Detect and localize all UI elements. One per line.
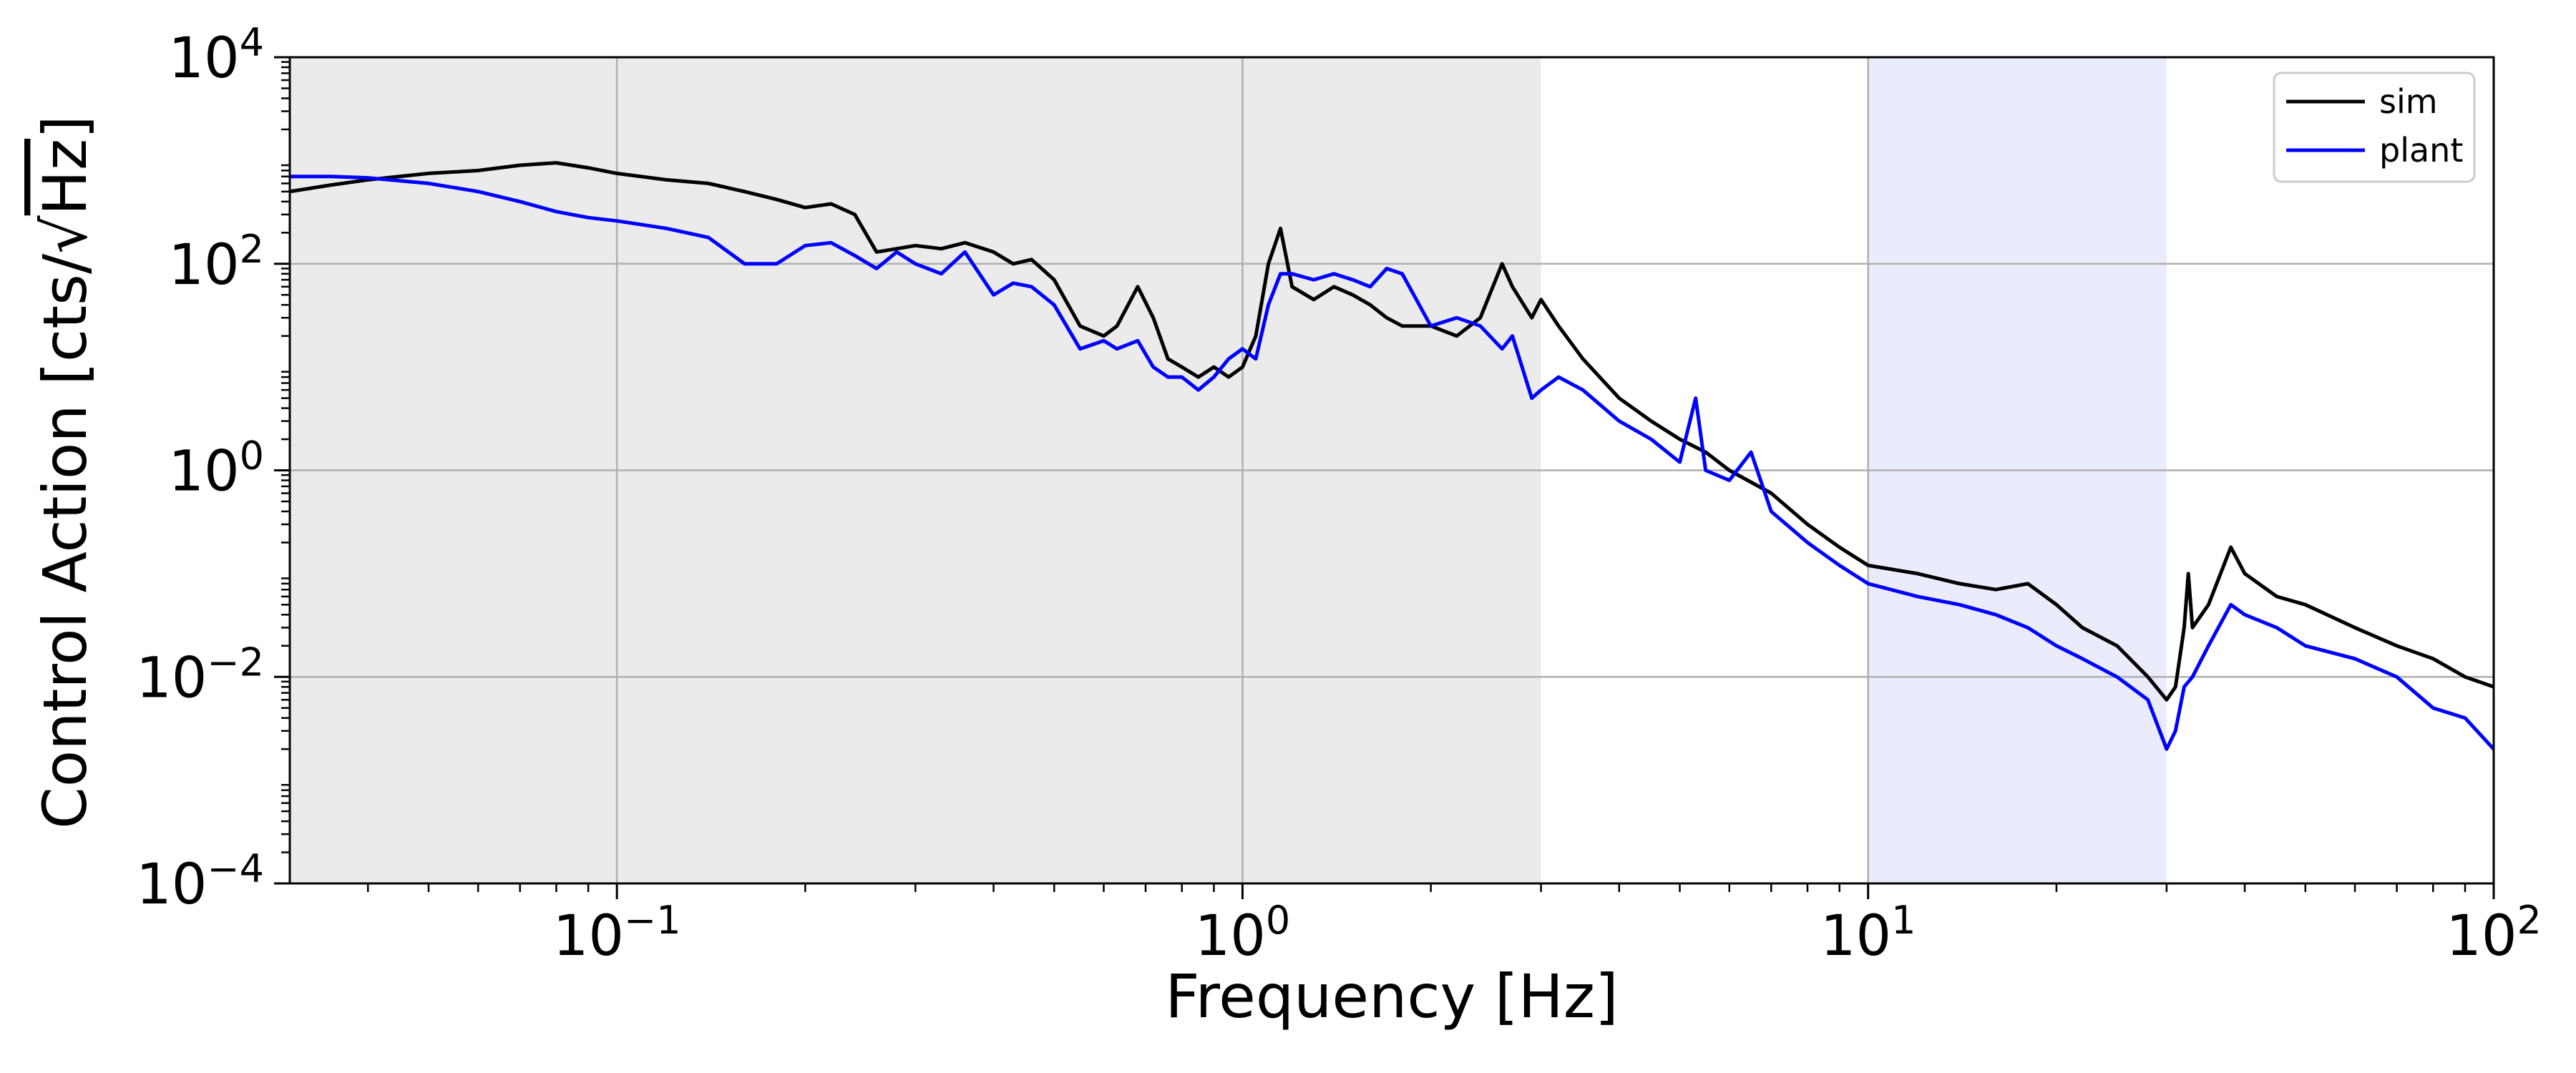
x-tick-label-1: 100 <box>1195 898 1291 969</box>
legend: sim plant <box>2273 72 2476 183</box>
y-axis-label-suffix: ] <box>30 115 100 139</box>
legend-label-sim: sim <box>2379 82 2438 121</box>
legend-label-plant: plant <box>2379 131 2463 170</box>
y-axis-label-radicand: Hz <box>30 139 100 215</box>
series-lines <box>290 161 2494 751</box>
y-tick-label-1: 10−2 <box>136 640 264 710</box>
x-tick-label-0: 10−1 <box>553 898 681 969</box>
x-tick-label-3: 102 <box>2446 898 2542 969</box>
y-axis-ticks: 10−4 10−2 100 102 104 <box>136 20 290 917</box>
y-tick-label-3: 102 <box>168 227 264 298</box>
y-axis-label: Control Action [cts/√Hz] <box>30 115 100 829</box>
y-axis-label-sqrt: √ <box>30 215 100 254</box>
x-axis-label: Frequency [Hz] <box>1165 961 1618 1032</box>
x-axis-ticks: 10−1 100 101 102 <box>366 883 2542 969</box>
y-tick-label-4: 104 <box>168 20 264 91</box>
series-line-plant <box>290 175 2494 751</box>
x-tick-label-2: 101 <box>1820 898 1916 969</box>
y-tick-label-2: 100 <box>168 433 264 504</box>
y-axis-label-prefix: Control Action [cts/ <box>30 253 100 829</box>
y-axis-label-group: Control Action [cts/√Hz] <box>30 115 100 829</box>
y-tick-label-0: 10−4 <box>136 846 264 917</box>
series-line-sim <box>290 161 2494 702</box>
